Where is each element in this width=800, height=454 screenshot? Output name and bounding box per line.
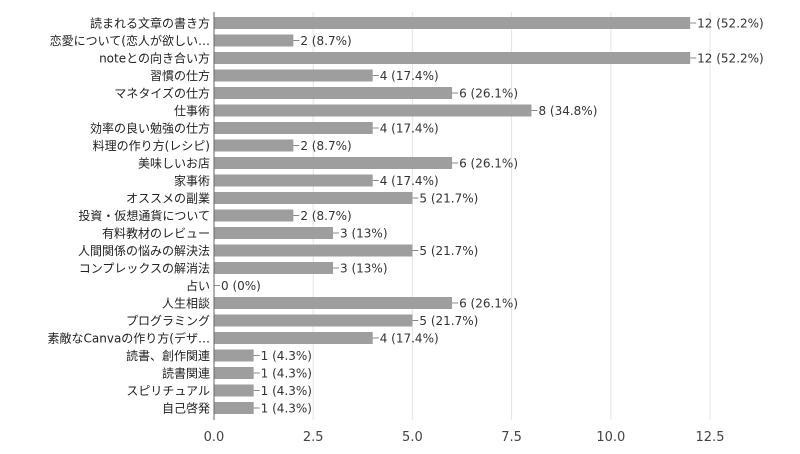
bar xyxy=(214,227,334,239)
data-label: 3 (13%) xyxy=(340,227,387,241)
category-label: 投資・仮想通貨について xyxy=(78,208,210,223)
data-label: 5 (21.7%) xyxy=(419,314,478,328)
bar xyxy=(214,52,691,64)
category-label: 効率の良い勉強の仕方 xyxy=(90,121,210,136)
x-tick-label: 12.5 xyxy=(696,430,725,445)
category-label: 美味しいお店 xyxy=(138,157,210,171)
bar xyxy=(214,157,453,169)
category-label: マネタイズの仕方 xyxy=(114,86,210,101)
bar xyxy=(214,297,453,309)
category-label: 家事術 xyxy=(174,173,210,188)
category-label: コンプレックスの解消法 xyxy=(79,262,210,276)
data-label: 4 (17.4%) xyxy=(380,69,439,83)
data-label: 4 (17.4%) xyxy=(380,122,439,136)
data-label: 6 (26.1%) xyxy=(459,157,518,171)
data-label: 1 (4.3%) xyxy=(261,402,312,416)
bar xyxy=(214,367,254,379)
bar xyxy=(214,244,413,257)
category-label: オススメの副業 xyxy=(126,192,210,206)
x-tick-label: 5.0 xyxy=(402,430,423,445)
category-label: スピリチュアル xyxy=(126,384,210,398)
bar xyxy=(214,122,373,134)
category-label: 恋愛について(恋人が欲しい… xyxy=(50,33,210,48)
data-label: 2 (8.7%) xyxy=(300,209,351,223)
data-label: 5 (21.7%) xyxy=(419,192,478,206)
data-label: 8 (34.8%) xyxy=(538,104,597,118)
data-label: 4 (17.4%) xyxy=(380,332,439,346)
category-label: 自己啓発 xyxy=(162,401,210,416)
category-label: 占い xyxy=(186,278,210,293)
data-label: 12 (52.2%) xyxy=(697,52,764,66)
category-label: 読書、創作関連 xyxy=(126,348,210,363)
bar xyxy=(214,69,373,82)
bar xyxy=(214,192,413,204)
category-label: 習慣の仕方 xyxy=(150,68,210,83)
bar xyxy=(214,349,254,362)
bar xyxy=(214,104,532,117)
data-label: 12 (52.2%) xyxy=(697,17,764,31)
bar xyxy=(214,384,254,397)
category-label: 素敵なCanvaの作り方(デザ… xyxy=(48,331,210,346)
category-label: 有料教材のレビュー xyxy=(102,226,210,241)
category-label: 料理の作り方(レシピ) xyxy=(93,138,210,153)
x-tick-label: 0.0 xyxy=(204,430,225,445)
data-label: 6 (26.1%) xyxy=(459,297,518,311)
bar xyxy=(214,17,691,29)
category-label: 人生相談 xyxy=(162,296,210,311)
bar xyxy=(214,34,294,47)
data-label: 6 (26.1%) xyxy=(459,87,518,101)
bar xyxy=(214,402,254,414)
category-label: noteとの向き合い方 xyxy=(99,51,210,66)
bar xyxy=(214,314,413,327)
data-label: 1 (4.3%) xyxy=(261,367,312,381)
category-label: 仕事術 xyxy=(174,104,210,118)
bar xyxy=(214,139,294,152)
bar xyxy=(214,174,373,187)
x-tick-label: 10.0 xyxy=(596,430,625,445)
category-label: 読まれる文章の書き方 xyxy=(90,16,210,31)
data-label: 3 (13%) xyxy=(340,262,387,276)
bar xyxy=(214,262,334,274)
category-label: プログラミング xyxy=(126,314,210,328)
bar xyxy=(214,332,373,344)
data-label: 1 (4.3%) xyxy=(261,349,312,363)
data-label: 4 (17.4%) xyxy=(380,174,439,188)
bar xyxy=(214,209,294,222)
bar xyxy=(214,87,453,99)
data-label: 2 (8.7%) xyxy=(300,139,351,153)
data-label: 2 (8.7%) xyxy=(300,34,351,48)
category-label: 人間関係の悩みの解決法 xyxy=(78,244,210,258)
x-tick-label: 7.5 xyxy=(501,430,522,445)
x-tick-label: 2.5 xyxy=(303,430,324,445)
category-label: 読書関連 xyxy=(162,366,210,381)
data-label: 1 (4.3%) xyxy=(261,384,312,398)
data-label: 5 (21.7%) xyxy=(419,244,478,258)
data-label: 0 (0%) xyxy=(221,279,261,293)
